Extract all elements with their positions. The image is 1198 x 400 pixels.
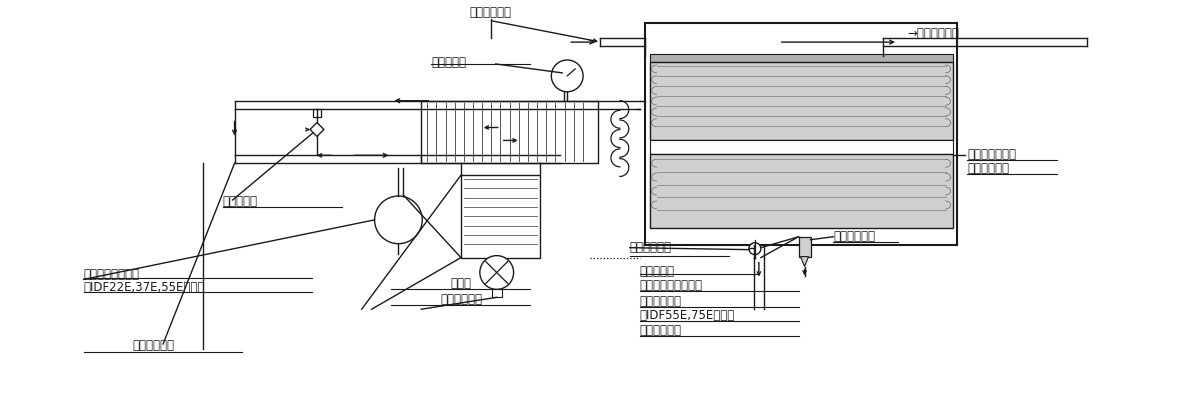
Bar (649, 62, 952, 140)
Bar (645, 23, 957, 245)
Bar (799, 237, 811, 257)
Bar (491, 289, 502, 297)
Text: 高圧スイッチ: 高圧スイッチ (640, 295, 682, 308)
Text: （IDF55E,75Eのみ）: （IDF55E,75Eのみ） (640, 309, 734, 322)
Bar (313, 109, 321, 116)
Bar (649, 154, 952, 228)
Text: 蕲発温度計: 蕲発温度計 (431, 56, 466, 69)
Text: ファンモータ: ファンモータ (440, 293, 482, 306)
Text: クーラリヒータ: クーラリヒータ (968, 148, 1016, 161)
Text: 容量調整弁: 容量調整弁 (223, 195, 258, 208)
Text: ドレン出口: ドレン出口 (640, 264, 674, 278)
Bar (649, 140, 952, 154)
Bar (461, 175, 540, 258)
Text: キャピラリチューブ: キャピラリチューブ (640, 280, 703, 292)
Text: オートドレン: オートドレン (834, 230, 876, 243)
Text: 圧力スイッチ: 圧力スイッチ (640, 324, 682, 337)
Text: （熱交换器）: （熱交换器） (968, 162, 1010, 175)
Bar (422, 101, 598, 163)
Bar (649, 54, 952, 62)
Circle shape (375, 196, 422, 244)
Text: アキュームレータ: アキュームレータ (84, 268, 140, 280)
Text: 冷凍用圧縮機: 冷凍用圧縮機 (132, 339, 174, 352)
Text: ボールバルブ: ボールバルブ (630, 241, 672, 254)
Text: 凝縮器: 凝縮器 (450, 278, 472, 290)
Text: 圧縮空気入口: 圧縮空気入口 (470, 6, 512, 19)
Text: →圧縮空気出口: →圧縮空気出口 (908, 27, 960, 40)
Circle shape (551, 60, 583, 92)
Text: （IDF22E,37E,55Eのみ）: （IDF22E,37E,55Eのみ） (84, 282, 205, 294)
Polygon shape (310, 122, 323, 136)
Polygon shape (800, 257, 809, 266)
Circle shape (480, 256, 514, 289)
Circle shape (749, 243, 761, 255)
